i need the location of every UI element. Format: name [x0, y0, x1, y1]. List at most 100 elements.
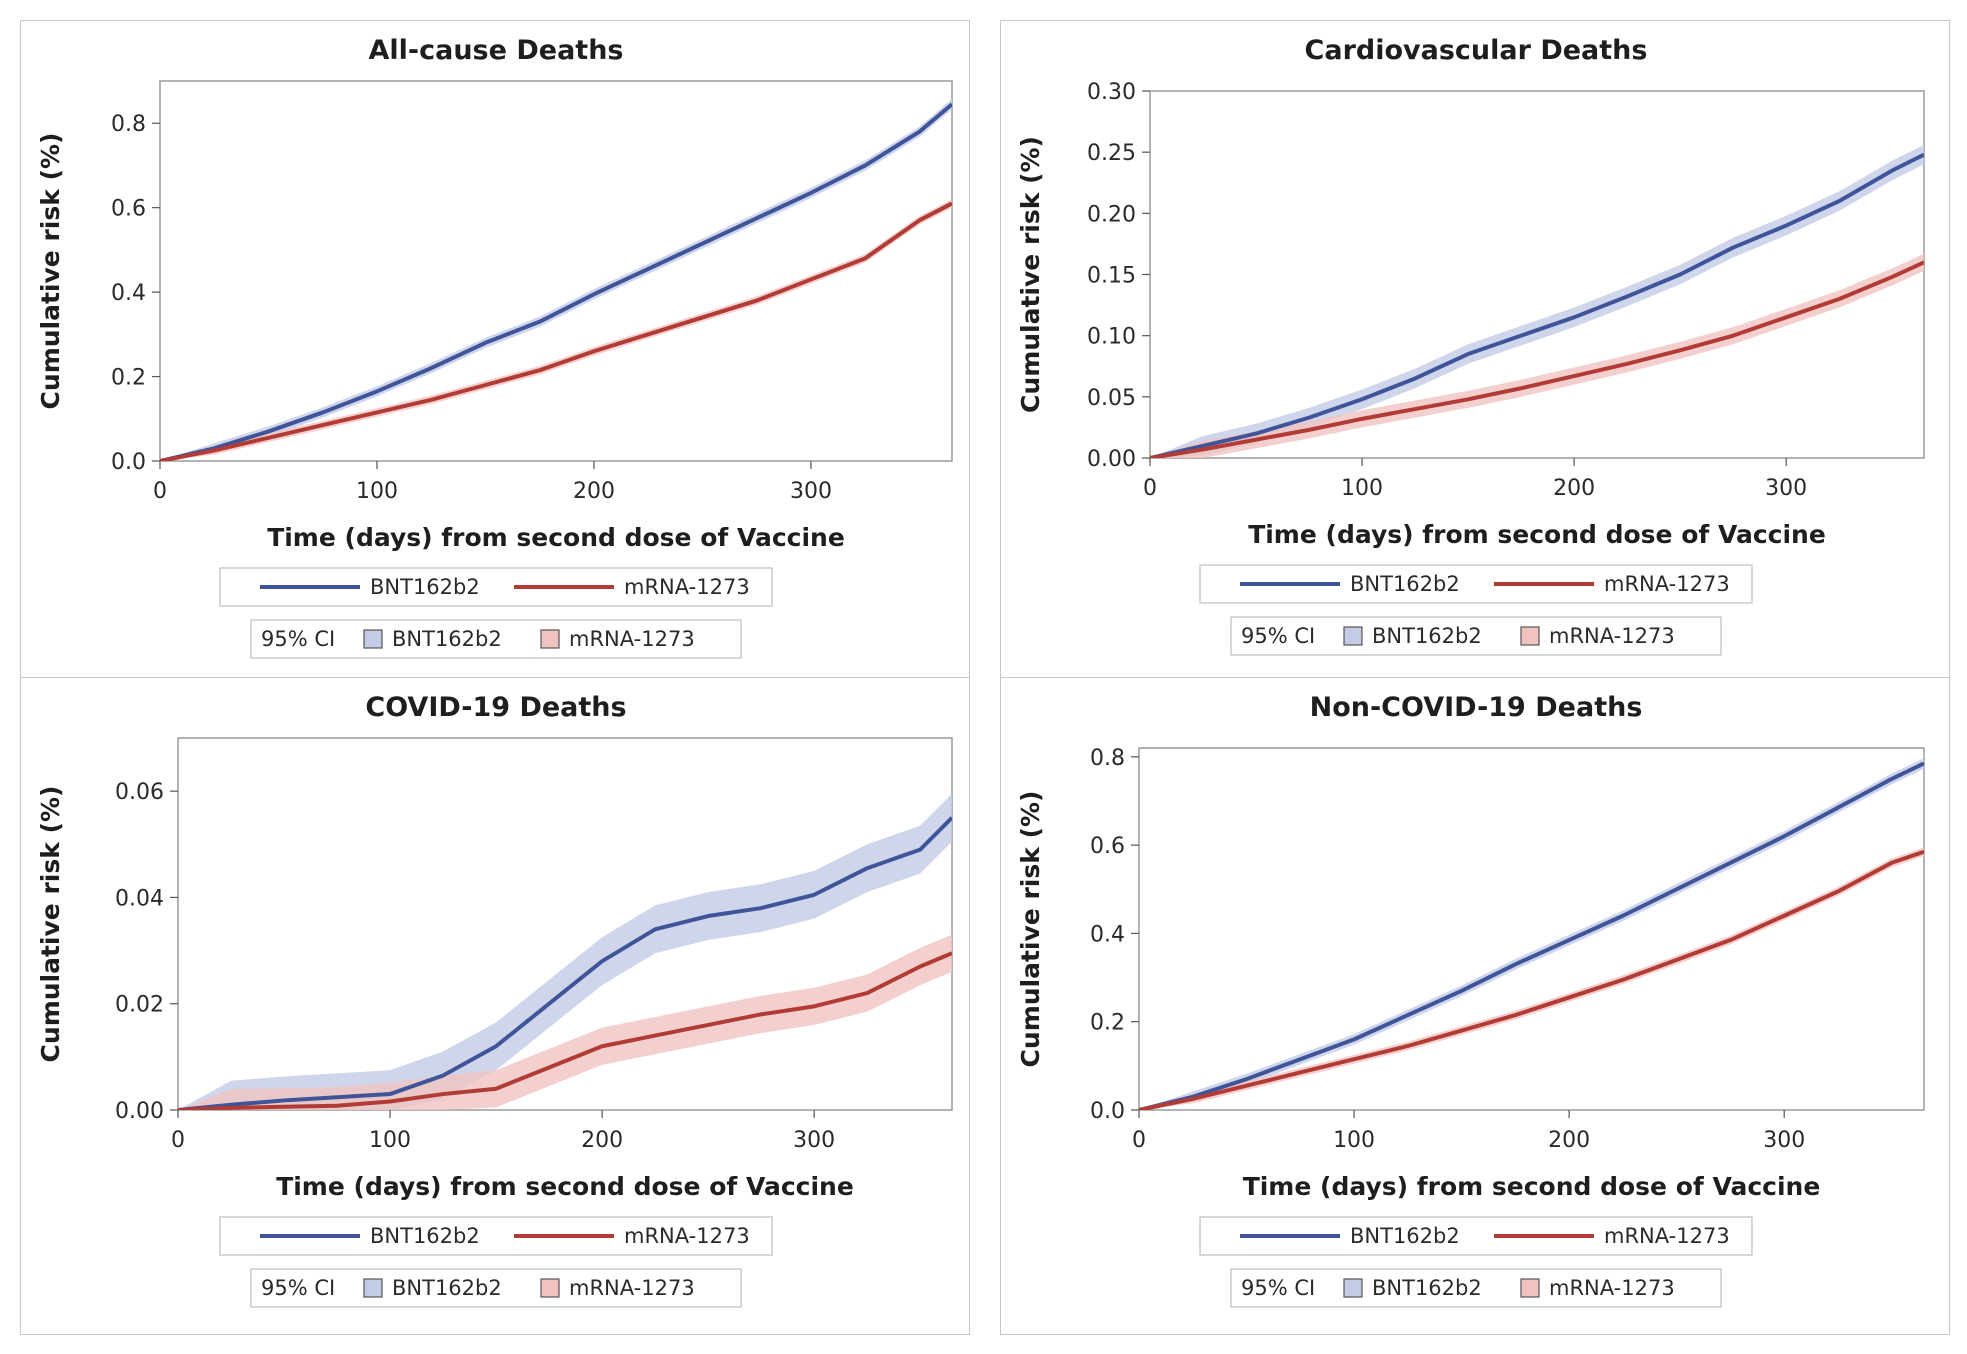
series-layer — [178, 793, 952, 1110]
plot-area-frame — [1149, 90, 1925, 459]
legend-ci-swatch-bnt162b2 — [1343, 1278, 1363, 1298]
y-tick-label: 0.2 — [111, 366, 146, 391]
x-tick-label: 0 — [1132, 1128, 1146, 1153]
legend-ci-swatch-bnt162b2 — [363, 629, 383, 649]
chart-panel-non-covid19-deaths: Non-COVID-19 Deaths 0.0 0.2 0.4 0.6 0.8 0 100 20… — [1000, 677, 1950, 1335]
y-tick-label: 0.6 — [1090, 834, 1125, 859]
legend-ci-swatch-mrna-1273 — [1520, 626, 1540, 646]
series-layer — [1139, 758, 1924, 1110]
legend-ci-label-bnt162b2: BNT162b2 — [1372, 624, 1482, 648]
x-tick-label: 0 — [171, 1128, 185, 1153]
y-tick-label: 0.4 — [1090, 922, 1125, 947]
x-tick-label: 100 — [1333, 1128, 1375, 1153]
series-line-mrna-1273 — [1150, 260, 1924, 458]
legend-lines-box — [219, 567, 773, 607]
series-line-bnt162b2 — [1139, 761, 1924, 1110]
x-tick-label: 300 — [1765, 476, 1807, 501]
chart-svg: Cardiovascular Deaths 0.00 0.05 0.10 0.15 0.2… — [1016, 35, 1925, 656]
x-axis-label: Time (days) from second dose of Vaccine — [267, 523, 845, 552]
legend-label-mrna-1273: mRNA-1273 — [1604, 1224, 1730, 1248]
legend-ci-swatch-mrna-1273 — [540, 629, 560, 649]
chart-svg: Non-COVID-19 Deaths 0.0 0.2 0.4 0.6 0.8 0 100 20… — [1016, 692, 1925, 1308]
y-tick-label: 0.0 — [1090, 1099, 1125, 1124]
y-axis-label: Cumulative risk (%) — [36, 786, 65, 1063]
y-tick-label: 0.06 — [115, 780, 164, 805]
y-tick-label: 0.30 — [1087, 80, 1136, 105]
ci-band-bnt162b2 — [1139, 758, 1924, 1110]
legend-ci-box — [1230, 616, 1722, 656]
y-tick-label: 0.04 — [115, 886, 164, 911]
legend-ci-label: 95% CI — [1241, 624, 1315, 648]
y-tick-label: 0.20 — [1087, 202, 1136, 227]
legend-ci-label-bnt162b2: BNT162b2 — [1372, 1276, 1482, 1300]
series-line-bnt162b2 — [160, 102, 952, 461]
series-layer — [160, 99, 952, 461]
x-axis-label: Time (days) from second dose of Vaccine — [1243, 1172, 1821, 1201]
ci-band-mrna-1273 — [160, 199, 952, 461]
x-tick-label: 200 — [581, 1128, 623, 1153]
chart-title: Cardiovascular Deaths — [1305, 35, 1648, 66]
chart-panel-covid19-deaths: COVID-19 Deaths 0.00 0.02 0.04 0.06 0 100 200 30… — [20, 677, 970, 1335]
y-axis-label: Cumulative risk (%) — [36, 133, 65, 410]
legend-ci-box — [250, 619, 742, 659]
y-tick-label: 0.25 — [1087, 141, 1136, 166]
plot-area-frame — [159, 80, 953, 462]
x-tick-label: 200 — [1553, 476, 1595, 501]
y-tick-label: 0.05 — [1087, 386, 1136, 411]
legend-ci-box — [1230, 1268, 1722, 1308]
ci-band-mrna-1273 — [178, 934, 952, 1110]
plot-area-frame — [1138, 747, 1925, 1111]
y-tick-label: 0.8 — [1090, 746, 1125, 771]
series-line-mrna-1273 — [160, 201, 952, 461]
series-layer — [1150, 144, 1924, 458]
x-axis-label: Time (days) from second dose of Vaccine — [276, 1172, 854, 1201]
legend-label-bnt162b2: BNT162b2 — [370, 575, 480, 599]
legend-ci-label: 95% CI — [261, 1276, 335, 1300]
y-tick-label: 0.2 — [1090, 1011, 1125, 1036]
y-tick-label: 0.00 — [115, 1099, 164, 1124]
y-axis-label: Cumulative risk (%) — [1016, 791, 1045, 1068]
legend-ci-swatch-mrna-1273 — [540, 1278, 560, 1298]
y-tick-label: 0.8 — [111, 112, 146, 137]
legend-ci-label: 95% CI — [1241, 1276, 1315, 1300]
legend-ci-label-bnt162b2: BNT162b2 — [392, 1276, 502, 1300]
ci-band-mrna-1273 — [1150, 253, 1924, 458]
legend-ci-label-mrna-1273: mRNA-1273 — [569, 1276, 695, 1300]
legend-ci-label: 95% CI — [261, 627, 335, 651]
y-tick-label: 0.15 — [1087, 264, 1136, 289]
x-tick-label: 0 — [153, 479, 167, 504]
legend-ci-swatch-bnt162b2 — [1343, 626, 1363, 646]
chart-title: All-cause Deaths — [369, 35, 624, 66]
x-tick-label: 100 — [1341, 476, 1383, 501]
chart-svg: COVID-19 Deaths 0.00 0.02 0.04 0.06 0 100 200 30… — [36, 692, 953, 1308]
plot-area-frame — [177, 737, 953, 1111]
chart-title: COVID-19 Deaths — [365, 692, 626, 723]
legend-ci-label-bnt162b2: BNT162b2 — [392, 627, 502, 651]
x-tick-label: 300 — [793, 1128, 835, 1153]
series-line-mrna-1273 — [1139, 849, 1924, 1110]
legend-ci-label-mrna-1273: mRNA-1273 — [569, 627, 695, 651]
chart-panel-cardiovascular-deaths: Cardiovascular Deaths 0.00 0.05 0.10 0.15 0.2… — [1000, 20, 1950, 678]
legend-label-bnt162b2: BNT162b2 — [1350, 572, 1460, 596]
ci-band-bnt162b2 — [160, 99, 952, 461]
legend-label-bnt162b2: BNT162b2 — [1350, 1224, 1460, 1248]
series-line-bnt162b2 — [178, 816, 952, 1110]
chart-svg: All-cause Deaths 0.0 0.2 0.4 0.6 0.8 0 100 200 30… — [36, 35, 953, 659]
x-tick-label: 200 — [1548, 1128, 1590, 1153]
chart-panel-all-cause-deaths: All-cause Deaths 0.0 0.2 0.4 0.6 0.8 0 100 200 30… — [20, 20, 970, 678]
x-tick-label: 300 — [790, 479, 832, 504]
y-tick-label: 0.02 — [115, 993, 164, 1018]
x-tick-label: 100 — [369, 1128, 411, 1153]
legend-ci-box — [250, 1268, 742, 1308]
y-tick-label: 0.10 — [1087, 325, 1136, 350]
legend-ci-swatch-mrna-1273 — [1520, 1278, 1540, 1298]
y-tick-label: 0.6 — [111, 197, 146, 222]
x-tick-label: 0 — [1143, 476, 1157, 501]
x-tick-label: 200 — [573, 479, 615, 504]
y-tick-label: 0.4 — [111, 281, 146, 306]
series-line-bnt162b2 — [1150, 152, 1924, 458]
legend-label-mrna-1273: mRNA-1273 — [624, 575, 750, 599]
legend-label-bnt162b2: BNT162b2 — [370, 1224, 480, 1248]
legend-ci-label-mrna-1273: mRNA-1273 — [1549, 624, 1675, 648]
chart-title: Non-COVID-19 Deaths — [1310, 692, 1643, 723]
